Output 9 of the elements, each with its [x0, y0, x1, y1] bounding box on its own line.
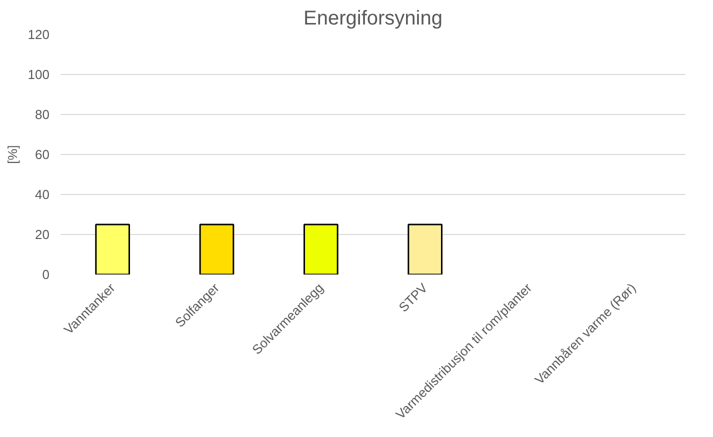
y-tick-label: 100 — [28, 67, 50, 82]
y-tick-label: 120 — [28, 27, 50, 42]
y-tick-label: 40 — [35, 187, 50, 202]
chart-title: Energiforsyning — [304, 8, 442, 30]
y-axis-title: [%] — [4, 145, 20, 164]
y-tick-label: 0 — [42, 267, 50, 282]
y-tick-label: 60 — [35, 147, 50, 162]
y-tick-label: 20 — [35, 227, 50, 242]
y-tick-label: 80 — [35, 107, 50, 122]
